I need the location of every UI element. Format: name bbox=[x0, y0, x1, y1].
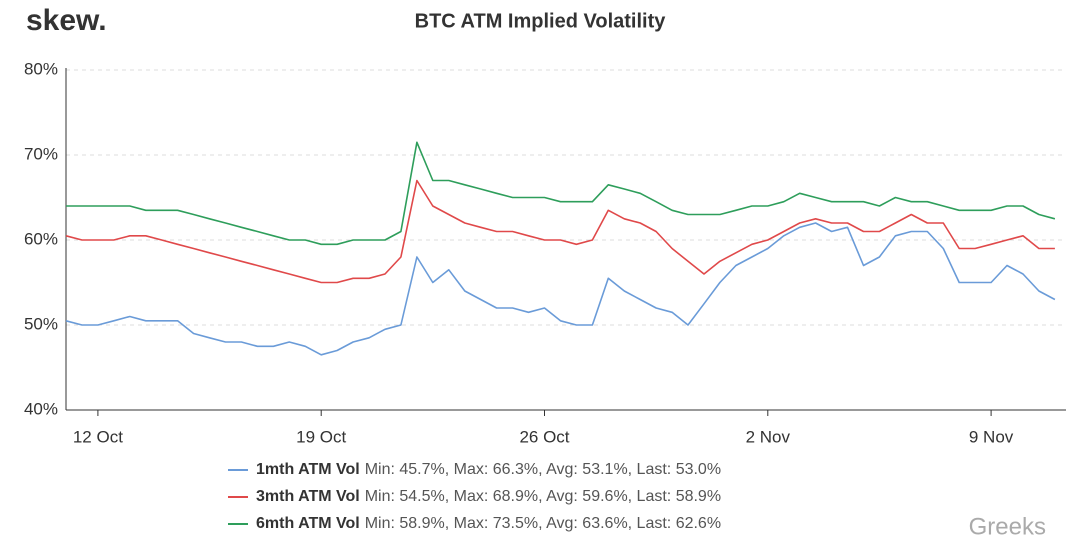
y-tick-label: 70% bbox=[24, 144, 58, 163]
legend-label: 1mth ATM Vol bbox=[256, 461, 360, 478]
y-tick-label: 60% bbox=[24, 229, 58, 248]
series-line bbox=[65, 179, 1055, 284]
x-tick-label: 19 Oct bbox=[296, 427, 346, 446]
y-tick-label: 80% bbox=[24, 59, 58, 78]
legend-stats: Min: 58.9%, Max: 73.5%, Avg: 63.6%, Last… bbox=[365, 515, 721, 532]
x-tick-label: 26 Oct bbox=[519, 427, 569, 446]
legend-label: 6mth ATM Vol bbox=[256, 515, 360, 532]
logo: skew. bbox=[26, 4, 107, 37]
watermark: Greeks bbox=[969, 513, 1046, 540]
series-line bbox=[66, 141, 1056, 246]
y-tick-label: 50% bbox=[24, 314, 58, 333]
legend-stats: Min: 45.7%, Max: 66.3%, Avg: 53.1%, Last… bbox=[365, 461, 721, 478]
legend-label: 3mth ATM Vol bbox=[256, 488, 360, 505]
y-tick-label: 40% bbox=[24, 399, 58, 418]
series-line bbox=[65, 222, 1056, 356]
legend-stats: Min: 54.5%, Max: 68.9%, Avg: 59.6%, Last… bbox=[365, 488, 721, 505]
x-tick-label: 9 Nov bbox=[969, 427, 1014, 446]
chart-title: BTC ATM Implied Volatility bbox=[415, 10, 667, 32]
x-tick-label: 12 Oct bbox=[73, 427, 123, 446]
x-tick-label: 2 Nov bbox=[746, 427, 791, 446]
